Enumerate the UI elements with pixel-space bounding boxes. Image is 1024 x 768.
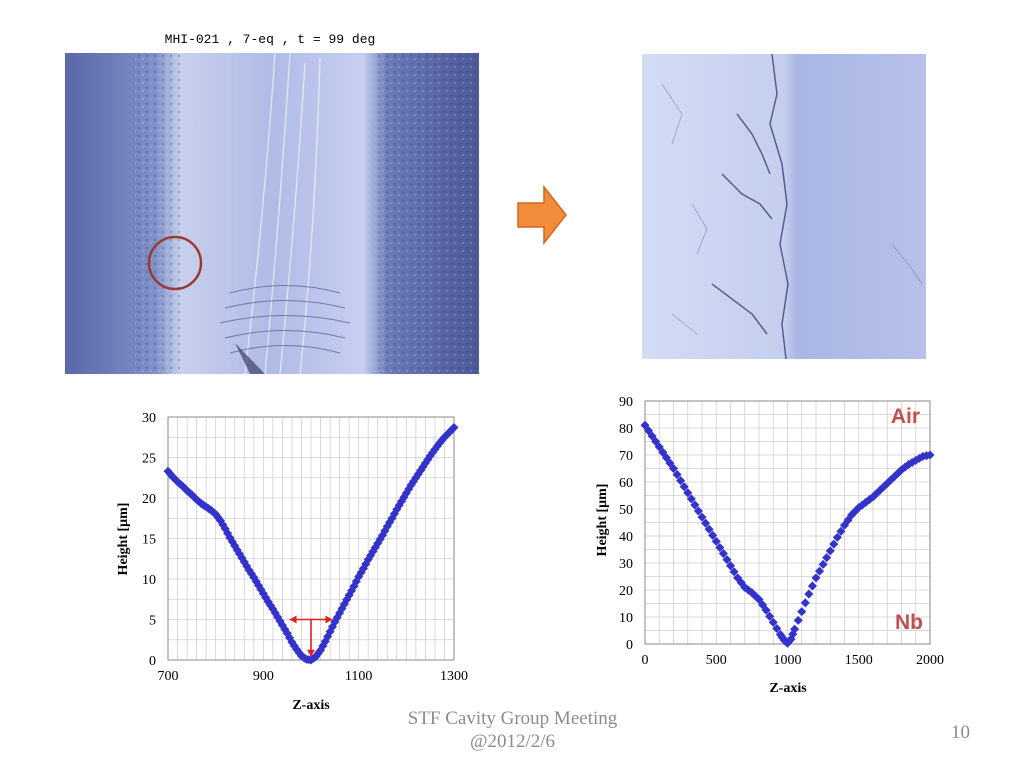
photo-caption: MHI-021 , 7-eq , t = 99 deg	[164, 32, 376, 47]
x-tick-label: 1100	[345, 669, 372, 684]
arrowhead-down	[307, 649, 315, 657]
micrograph-right	[642, 54, 926, 359]
chart-left: 700 900 1100 1300 0 5 10 15 20 25 30 Z-axis Height…	[116, 411, 468, 713]
y-axis-label: Height [μm]	[595, 484, 610, 557]
y-tick-label: 10	[142, 573, 156, 588]
footer-line-1: STF Cavity Group Meeting	[407, 708, 618, 729]
y-tick-label: 0	[626, 638, 633, 653]
tick-labels: 0 500 1000 1500 2000 0 10 20 30 40 50 60 70 80 90	[619, 395, 944, 668]
y-tick-label: 70	[619, 449, 633, 464]
y-tick-label: 80	[619, 422, 633, 437]
data-point	[790, 624, 800, 634]
data-point	[804, 589, 814, 599]
y-tick-label: 90	[619, 395, 633, 410]
x-tick-label: 1300	[440, 669, 468, 684]
x-tick-label: 1500	[845, 653, 873, 668]
data-point	[697, 512, 707, 522]
label-nb: Nb	[895, 611, 923, 634]
footer-text: STF Cavity Group Meeting @2012/2/6	[340, 707, 685, 753]
arrow-right-icon	[517, 185, 567, 245]
y-tick-label: 30	[142, 411, 156, 426]
x-tick-label: 2000	[916, 653, 944, 668]
y-tick-label: 20	[142, 492, 156, 507]
arrowhead-left	[289, 615, 297, 624]
x-axis-label: Z-axis	[769, 681, 807, 696]
y-axis-label: Height [μm]	[116, 503, 131, 576]
x-tick-label: 1000	[774, 653, 802, 668]
x-tick-label: 0	[642, 653, 649, 668]
data-point	[797, 607, 807, 617]
y-tick-label: 20	[619, 584, 633, 599]
page-number: 10	[951, 722, 970, 743]
data-series	[163, 423, 459, 665]
x-tick-label: 900	[253, 669, 274, 684]
y-tick-label: 15	[142, 533, 156, 548]
data-point	[729, 567, 739, 577]
data-point	[836, 526, 846, 536]
data-point	[768, 617, 778, 627]
y-tick-label: 10	[619, 611, 633, 626]
y-tick-label: 0	[149, 654, 156, 669]
arrowhead-right	[325, 615, 333, 624]
grid	[644, 400, 931, 645]
highlight-circle	[147, 235, 203, 291]
footer-line-2: @2012/2/6	[469, 731, 556, 752]
tick-labels: 700 900 1100 1300 0 5 10 15 20 25 30	[142, 411, 468, 684]
y-tick-label: 25	[142, 452, 156, 467]
x-tick-label: 700	[158, 669, 179, 684]
x-axis-label: Z-axis	[292, 698, 330, 713]
annotation-arrows	[289, 615, 333, 657]
y-tick-label: 40	[619, 530, 633, 545]
y-tick-label: 60	[619, 476, 633, 491]
label-air: Air	[891, 405, 920, 428]
y-tick-label: 50	[619, 503, 633, 518]
y-tick-label: 5	[149, 614, 156, 629]
micrograph-left	[65, 53, 479, 374]
x-tick-label: 500	[706, 653, 727, 668]
data-point	[449, 423, 459, 433]
data-point	[711, 536, 721, 546]
y-tick-label: 30	[619, 557, 633, 572]
